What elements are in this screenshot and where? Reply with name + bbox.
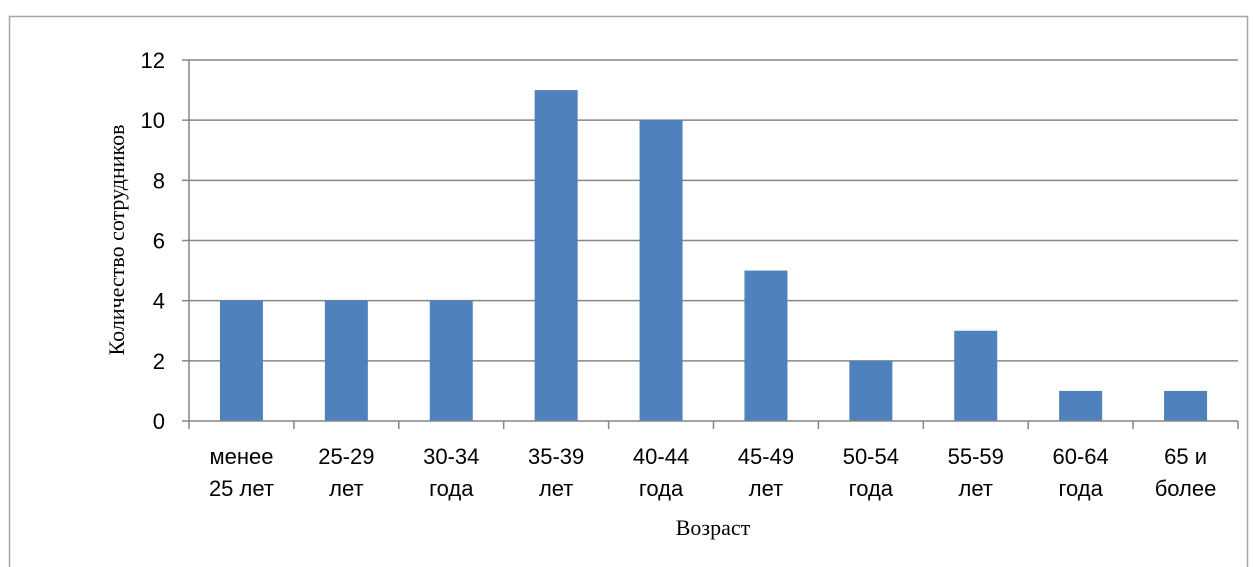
bar xyxy=(849,360,893,421)
x-axis-label: Возраст xyxy=(676,515,751,540)
bar xyxy=(534,90,578,421)
x-tick-label: 60-64 xyxy=(1053,444,1109,469)
x-tick-label: года xyxy=(1058,476,1103,501)
x-tick-label: 25 лет xyxy=(209,476,274,501)
x-tick-label: 55-59 xyxy=(948,444,1004,469)
x-tick-labels: менее 25 лет 25-29 лет 30-34 года 35-39 лет 40-4… xyxy=(209,444,1216,501)
chart-border xyxy=(8,15,1249,567)
x-tick-label: 35-39 xyxy=(528,444,584,469)
y-tick-label: 6 xyxy=(153,229,165,254)
x-tick-label: 30-34 xyxy=(423,444,479,469)
y-tick-label: 10 xyxy=(141,108,165,133)
x-tick-label: лет xyxy=(329,476,363,501)
y-tick-label: 12 xyxy=(141,48,165,73)
bar xyxy=(324,300,368,421)
bar xyxy=(954,330,998,421)
bar xyxy=(1164,390,1208,421)
x-tick-label: лет xyxy=(959,476,993,501)
x-tick-label: менее xyxy=(209,444,273,469)
bar xyxy=(219,300,263,421)
y-tick-label: 8 xyxy=(153,168,165,193)
y-tick-label: 2 xyxy=(153,349,165,374)
y-tick-label: 0 xyxy=(153,409,165,434)
bar xyxy=(1059,390,1103,421)
x-tick-label: года xyxy=(429,476,474,501)
bars xyxy=(219,90,1208,422)
y-tick-labels: 0 2 4 6 8 10 12 xyxy=(141,48,165,434)
x-tick-label: года xyxy=(639,476,684,501)
x-tick-label: 65 и xyxy=(1164,444,1207,469)
axes xyxy=(188,60,1239,429)
x-tick-label: 50-54 xyxy=(843,444,899,469)
x-tick-label: лет xyxy=(749,476,783,501)
x-tick-label: 45-49 xyxy=(738,444,794,469)
x-tick-label: лет xyxy=(539,476,573,501)
bar xyxy=(429,300,473,421)
x-tick-label: 40-44 xyxy=(633,444,689,469)
x-tick-label: года xyxy=(849,476,894,501)
x-tick-label: более xyxy=(1155,476,1217,501)
y-tick-label: 4 xyxy=(153,289,165,314)
bar xyxy=(639,120,683,422)
x-tick-label: 25-29 xyxy=(318,444,374,469)
bar xyxy=(744,270,788,421)
y-axis-label: Количество сотрудников xyxy=(104,125,129,356)
